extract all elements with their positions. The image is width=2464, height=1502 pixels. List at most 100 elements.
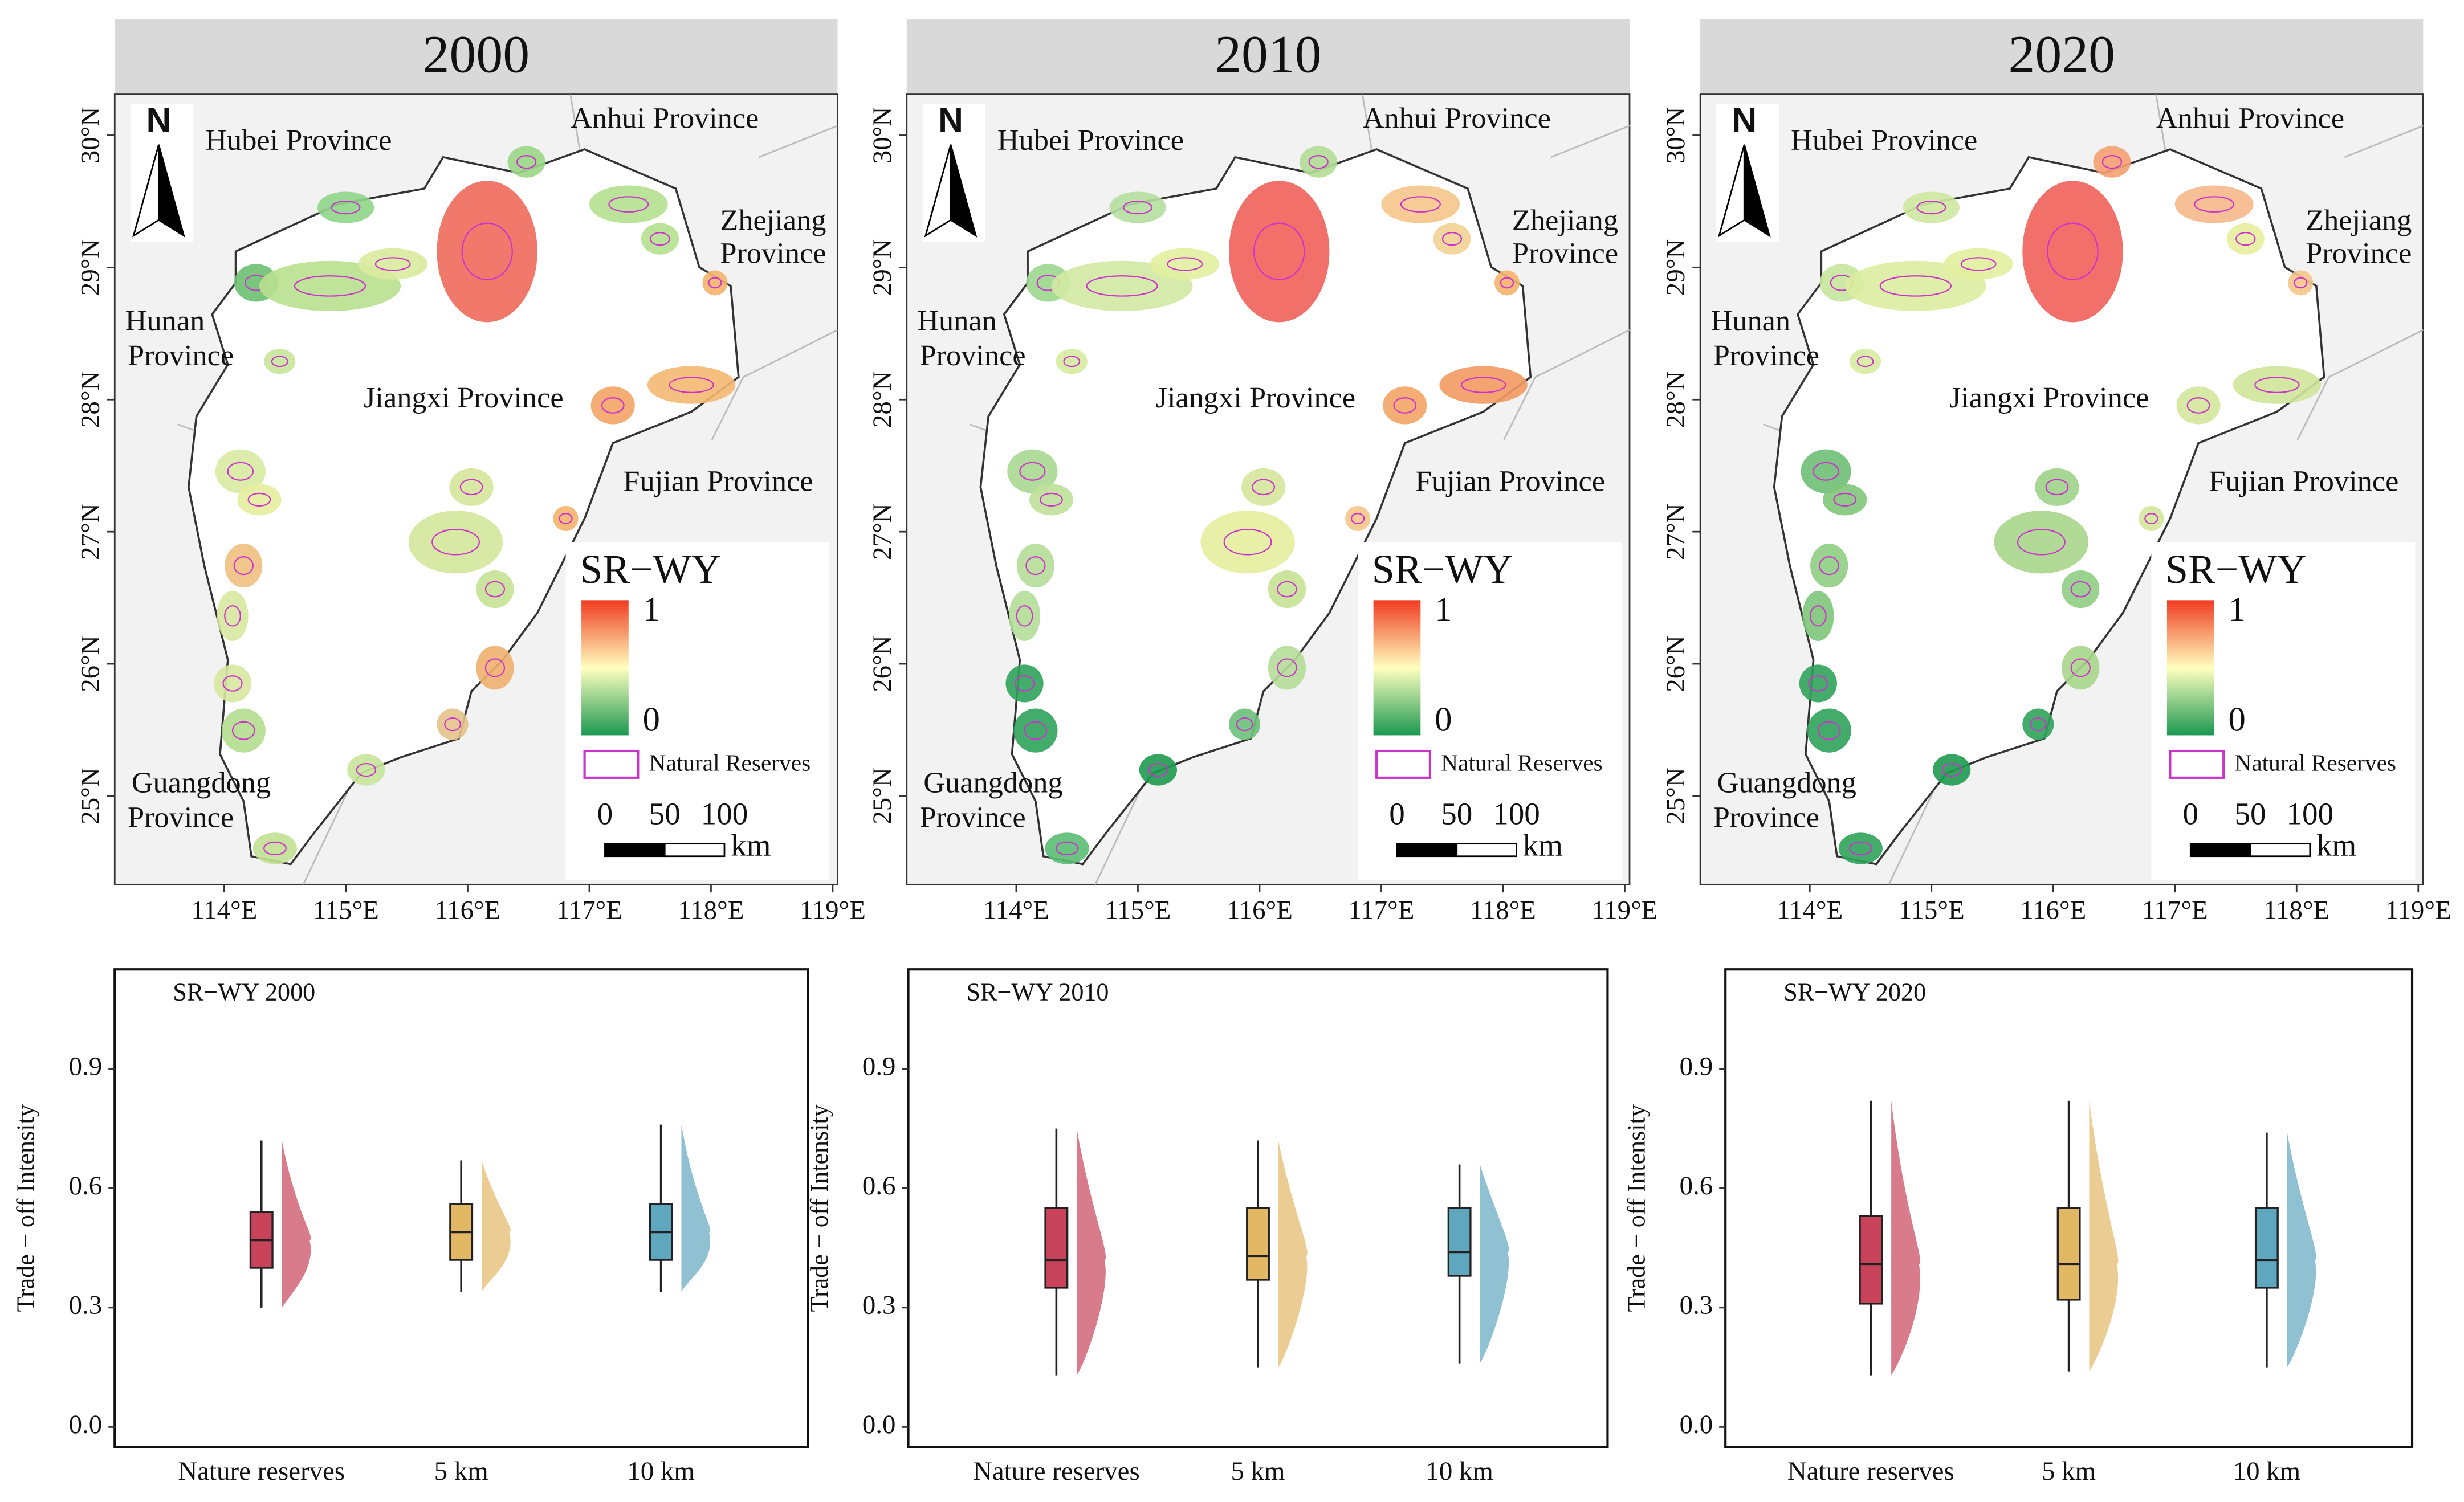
panel-header — [906, 19, 1630, 95]
reserve-buffer — [1109, 191, 1166, 223]
province-label: Zhejiang — [1512, 204, 1618, 237]
reserve-buffer — [1013, 708, 1058, 753]
reserve-buffer — [1799, 664, 1837, 703]
colorbar — [2166, 600, 2214, 736]
reserve-buffer — [252, 832, 298, 864]
reserve-buffer — [1933, 754, 1971, 786]
reserve-buffer — [2288, 270, 2314, 296]
y-axis-label: Trade − off Intensity — [805, 1104, 833, 1312]
reserve-label: Natural Reserves — [2234, 749, 2396, 776]
y-axis-label: Trade − off Intensity — [12, 1104, 40, 1312]
reserve-boundary — [484, 581, 506, 598]
y-axis-label: Trade − off Intensity — [1623, 1104, 1651, 1312]
reserve-boundary — [1086, 275, 1158, 297]
reserve-boundary — [224, 605, 241, 627]
reserve-buffer — [1903, 191, 1960, 223]
reserve-boundary — [444, 717, 461, 732]
scalebar-label: 100 — [701, 796, 748, 831]
y-tick-label: 0.6 — [862, 1171, 896, 1201]
province-label: Hubei Province — [205, 124, 392, 157]
x-tick-label: Nature reserves — [1787, 1456, 1954, 1486]
reserve-boundary — [1393, 397, 1417, 414]
province-label: Hunan — [125, 304, 205, 337]
reserve-buffer — [437, 181, 537, 323]
reserve-buffer — [2062, 570, 2100, 609]
x-tick-label: 117°E — [556, 896, 622, 925]
reserve-buffer — [2176, 386, 2221, 425]
x-tick-label: 10 km — [627, 1456, 694, 1486]
province-label: Anhui Province — [2156, 101, 2344, 134]
scalebar-label: 0 — [1389, 796, 1405, 831]
reserve-buffer — [1016, 544, 1054, 588]
y-tick-label: 0.3 — [69, 1291, 103, 1320]
reserve-boundary — [1277, 581, 1297, 598]
reserve-buffer — [1139, 754, 1178, 786]
reserve-buffer — [1494, 270, 1520, 296]
province-label: Province — [128, 339, 234, 372]
reserve-buffer — [1029, 484, 1074, 516]
colorbar-label: 0 — [2228, 700, 2245, 738]
x-tick-label: Nature reserves — [178, 1456, 345, 1486]
reserve-buffer — [507, 146, 545, 178]
reserve-buffer — [215, 449, 266, 493]
reserve-buffer — [476, 646, 514, 690]
reserve-buffer — [2093, 146, 2131, 178]
reserve-boundary — [559, 513, 573, 524]
reserve-buffer — [1383, 386, 1427, 425]
reserve-boundary — [1148, 762, 1168, 777]
reserve-boundary — [247, 492, 271, 507]
reserve-boundary — [2070, 581, 2091, 598]
reserve-boundary — [1308, 154, 1329, 169]
x-tick-label: 117°E — [2142, 896, 2208, 925]
reserve-boundary — [1848, 841, 1872, 856]
violin — [482, 1160, 511, 1292]
scalebar-segment — [1396, 843, 1458, 858]
reserve-boundary — [1941, 762, 1962, 777]
plot-title: SR−WY 2010 — [967, 978, 1109, 1006]
panel-header — [115, 19, 838, 95]
reserve-label: Natural Reserves — [1441, 749, 1603, 776]
reserve-buffer — [358, 248, 427, 280]
y-tick-label: 0.9 — [69, 1052, 103, 1081]
violin — [2089, 1100, 2119, 1372]
reserve-buffer — [553, 505, 579, 532]
reserve-buffer — [702, 270, 728, 296]
province-label: Hunan — [917, 304, 997, 337]
colorbar-label: 1 — [1435, 590, 1452, 628]
reserve-boundary — [1809, 605, 1827, 627]
reserve-swatch — [583, 749, 640, 779]
reserve-boundary — [356, 762, 377, 777]
y-tick-label: 28°N — [868, 372, 897, 428]
x-tick-label: 119°E — [2385, 896, 2451, 925]
colorbar-label: 1 — [2228, 590, 2245, 628]
reserve-buffer — [237, 484, 282, 516]
reserve-buffer — [2035, 468, 2079, 506]
province-label: Province — [1713, 339, 1819, 372]
y-tick-label: 26°N — [868, 635, 897, 692]
province-label: Anhui Province — [571, 101, 759, 134]
scalebar-unit: km — [2316, 828, 2357, 863]
province-label: Jiangxi Province — [364, 381, 564, 414]
reserve-boundary — [2045, 479, 2069, 496]
y-tick-label: 0.0 — [862, 1410, 896, 1439]
x-tick-label: 114°E — [191, 896, 257, 925]
north-arrow-right — [950, 144, 978, 238]
map-panel: 2010 114°E 115°E 116°E 117°E 118°E 119°E 25°N 26… — [868, 19, 1657, 925]
y-tick-label: 0.3 — [862, 1291, 896, 1320]
legend-title: SR−WY — [2165, 546, 2307, 592]
reserve-boundary — [1236, 717, 1253, 732]
scalebar-label: 100 — [1493, 796, 1540, 831]
reserve-buffer — [2226, 223, 2265, 255]
plot-title: SR−WY 2020 — [1783, 978, 1926, 1006]
reserve-boundary — [1817, 721, 1841, 740]
colorbar-label: 0 — [1435, 700, 1452, 738]
reserve-buffer — [1268, 646, 1306, 690]
province-label: Hunan — [1710, 304, 1790, 337]
reserve-label: Natural Reserves — [649, 749, 811, 776]
y-tick-label: 26°N — [1661, 635, 1691, 692]
reserve-boundary — [2186, 397, 2210, 414]
scalebar-segment — [1456, 843, 1517, 858]
north-arrow-right — [1743, 144, 1771, 238]
x-tick-label: 10 km — [1426, 1456, 1493, 1486]
reserve-buffer — [590, 386, 635, 425]
